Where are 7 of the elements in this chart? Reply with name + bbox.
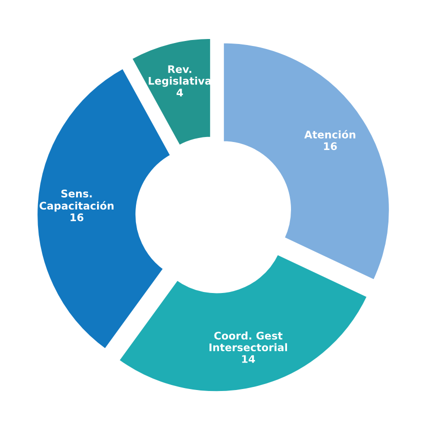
- data-label: 16: [70, 213, 84, 222]
- slice-label: Atención: [304, 130, 356, 138]
- data-label: 14: [242, 355, 255, 363]
- slice-label: Coord. Gest Intersectorial: [209, 332, 288, 352]
- slice-label: Sens. Capacitación: [40, 190, 114, 212]
- data-label: 4: [176, 88, 183, 96]
- data-label: 16: [324, 142, 337, 150]
